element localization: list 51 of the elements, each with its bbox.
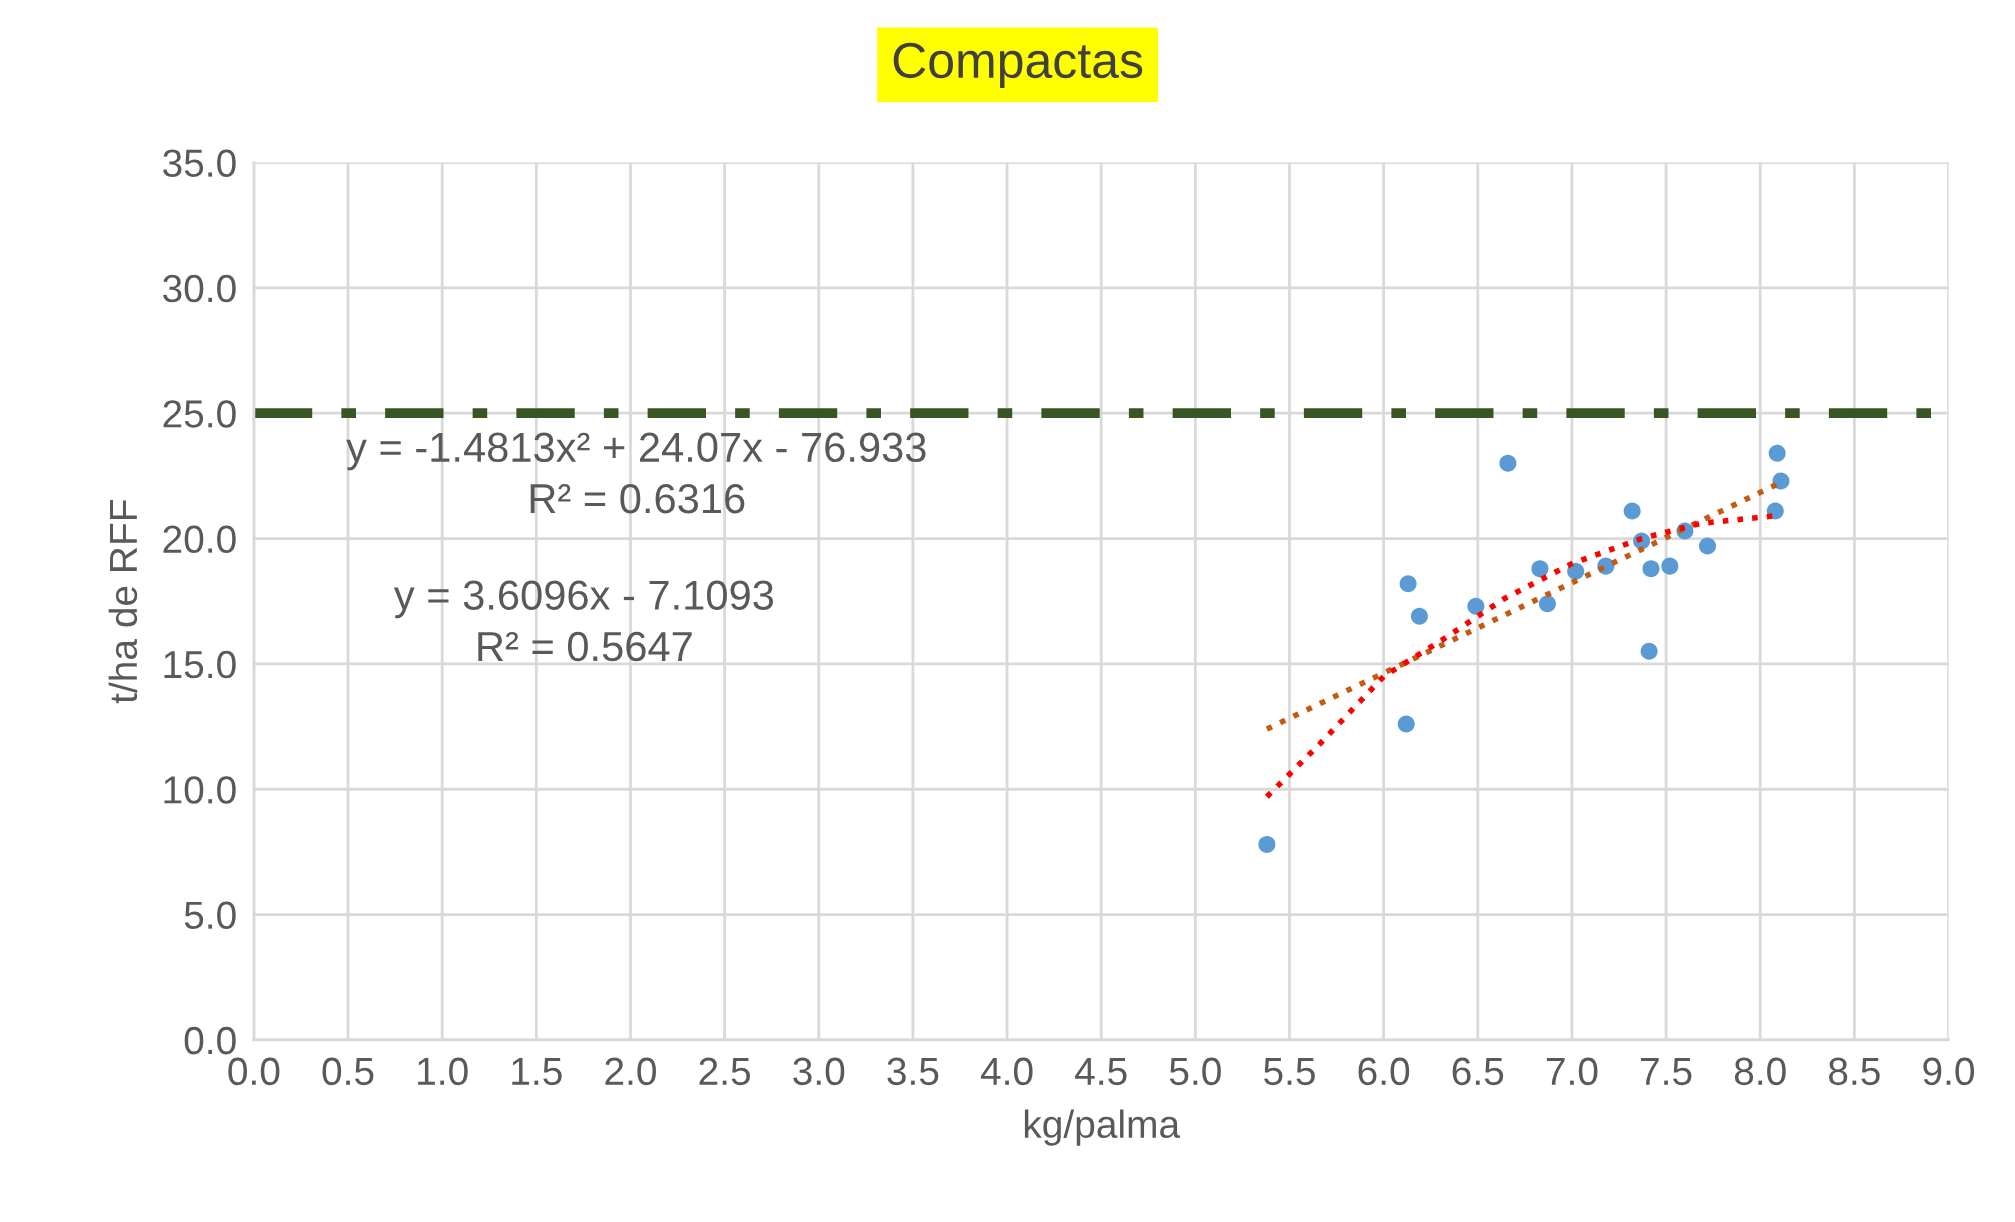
point <box>1698 537 1717 555</box>
annotation: R² = 0.6316 <box>530 483 745 514</box>
point <box>1661 557 1679 575</box>
y-axis-title: t/ha de RFF <box>108 500 138 704</box>
x-tick-label: 5.5 <box>1264 1058 1315 1086</box>
y-tick-label: 20.0 <box>163 525 236 554</box>
x-tick-label: 5.0 <box>1169 1057 1221 1086</box>
x-tick-label: 4.0 <box>980 1057 1033 1086</box>
point <box>1467 597 1485 615</box>
x-tick-label: 0.5 <box>322 1057 374 1086</box>
x-axis-title: kg/palma <box>1024 1109 1181 1146</box>
x-tick-label: 6.5 <box>1452 1057 1504 1086</box>
point <box>1768 444 1786 462</box>
x-tick-label: 8.0 <box>1734 1057 1786 1086</box>
point <box>1772 472 1790 490</box>
point <box>1397 715 1415 733</box>
point <box>1640 642 1658 660</box>
point <box>1766 502 1784 520</box>
point <box>1538 595 1556 613</box>
y-tick-label: 25.0 <box>163 400 236 428</box>
point <box>1410 607 1428 625</box>
x-tick-label: 2.0 <box>605 1057 656 1086</box>
chart-title: Compactas <box>893 42 1143 89</box>
point <box>1499 454 1517 472</box>
point <box>1623 502 1641 520</box>
y-tick-label: 35.0 <box>163 149 236 177</box>
x-tick-label: 6.0 <box>1358 1057 1410 1086</box>
x-tick-label: 7.0 <box>1546 1057 1598 1086</box>
point <box>1567 562 1585 580</box>
x-tick-label: 4.5 <box>1075 1058 1127 1086</box>
annotation: y = 3.6096x - 7.1093 <box>393 580 774 619</box>
point <box>1258 835 1276 853</box>
x-tick-label: 9.0 <box>1923 1057 1975 1086</box>
point <box>1399 575 1417 593</box>
y-tick-label: 5.0 <box>184 901 236 930</box>
y-tick-label: 30.0 <box>163 274 236 303</box>
point <box>1531 560 1549 578</box>
x-tick-label: 1.0 <box>418 1057 468 1086</box>
x-tick-label: 7.5 <box>1641 1058 1692 1086</box>
y-tick-label: 10.0 <box>164 776 236 804</box>
x-tick-label: 3.0 <box>793 1057 845 1086</box>
y-tick-label: 15.0 <box>164 650 236 679</box>
x-tick-label: 8.5 <box>1829 1057 1880 1086</box>
point <box>1642 560 1660 578</box>
x-tick-label: 1.5 <box>512 1058 562 1086</box>
annotation: y = -1.4813x² + 24.07x - 76.933 <box>346 432 926 471</box>
annotation: R² = 0.5647 <box>478 631 692 662</box>
x-tick-label: 0.0 <box>228 1057 280 1086</box>
y-tick-label: 0.0 <box>184 1026 236 1055</box>
x-tick-label: 3.5 <box>887 1057 939 1086</box>
x-tick-label: 2.5 <box>699 1057 751 1086</box>
